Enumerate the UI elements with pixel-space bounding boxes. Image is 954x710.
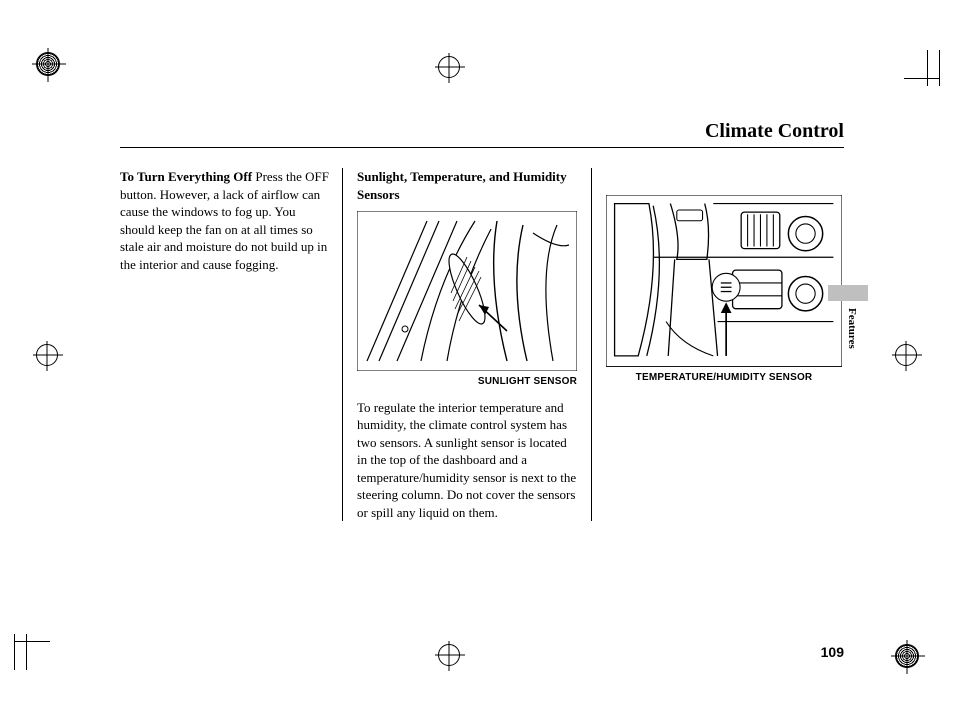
- col2-body: To regulate the interior temperature and…: [357, 399, 577, 522]
- column-3: TEMPERATURE/HUMIDITY SENSOR: [592, 168, 842, 521]
- page-content: Climate Control Features To Turn Everyth…: [120, 120, 844, 640]
- section-tab-label: Features: [846, 308, 858, 349]
- temp-humidity-caption: TEMPERATURE/HUMIDITY SENSOR: [606, 371, 842, 385]
- reg-mark-tc: [438, 56, 460, 78]
- column-2: Sunlight, Temperature, and Humidity Sens…: [342, 168, 592, 521]
- sunlight-caption: SUNLIGHT SENSOR: [357, 375, 577, 389]
- column-1: To Turn Everything Off Press the OFF but…: [120, 168, 342, 521]
- temp-humidity-figure: [606, 195, 842, 367]
- col1-body: Press the OFF button. However, a lack of…: [120, 169, 329, 272]
- col2-heading: Sunlight, Temperature, and Humidity Sens…: [357, 168, 577, 203]
- section-tab-bg: [828, 285, 868, 301]
- reg-mark-mr: [895, 344, 917, 366]
- reg-mark-bc: [438, 644, 460, 666]
- reg-mark-br: [895, 644, 919, 668]
- col1-heading: To Turn Everything Off: [120, 169, 252, 184]
- sunlight-sensor-figure: [357, 211, 577, 371]
- reg-mark-ml: [36, 344, 58, 366]
- page-number: 109: [821, 644, 844, 660]
- page-title: Climate Control: [120, 120, 844, 148]
- reg-mark-tl: [36, 52, 60, 76]
- columns: To Turn Everything Off Press the OFF but…: [120, 168, 844, 521]
